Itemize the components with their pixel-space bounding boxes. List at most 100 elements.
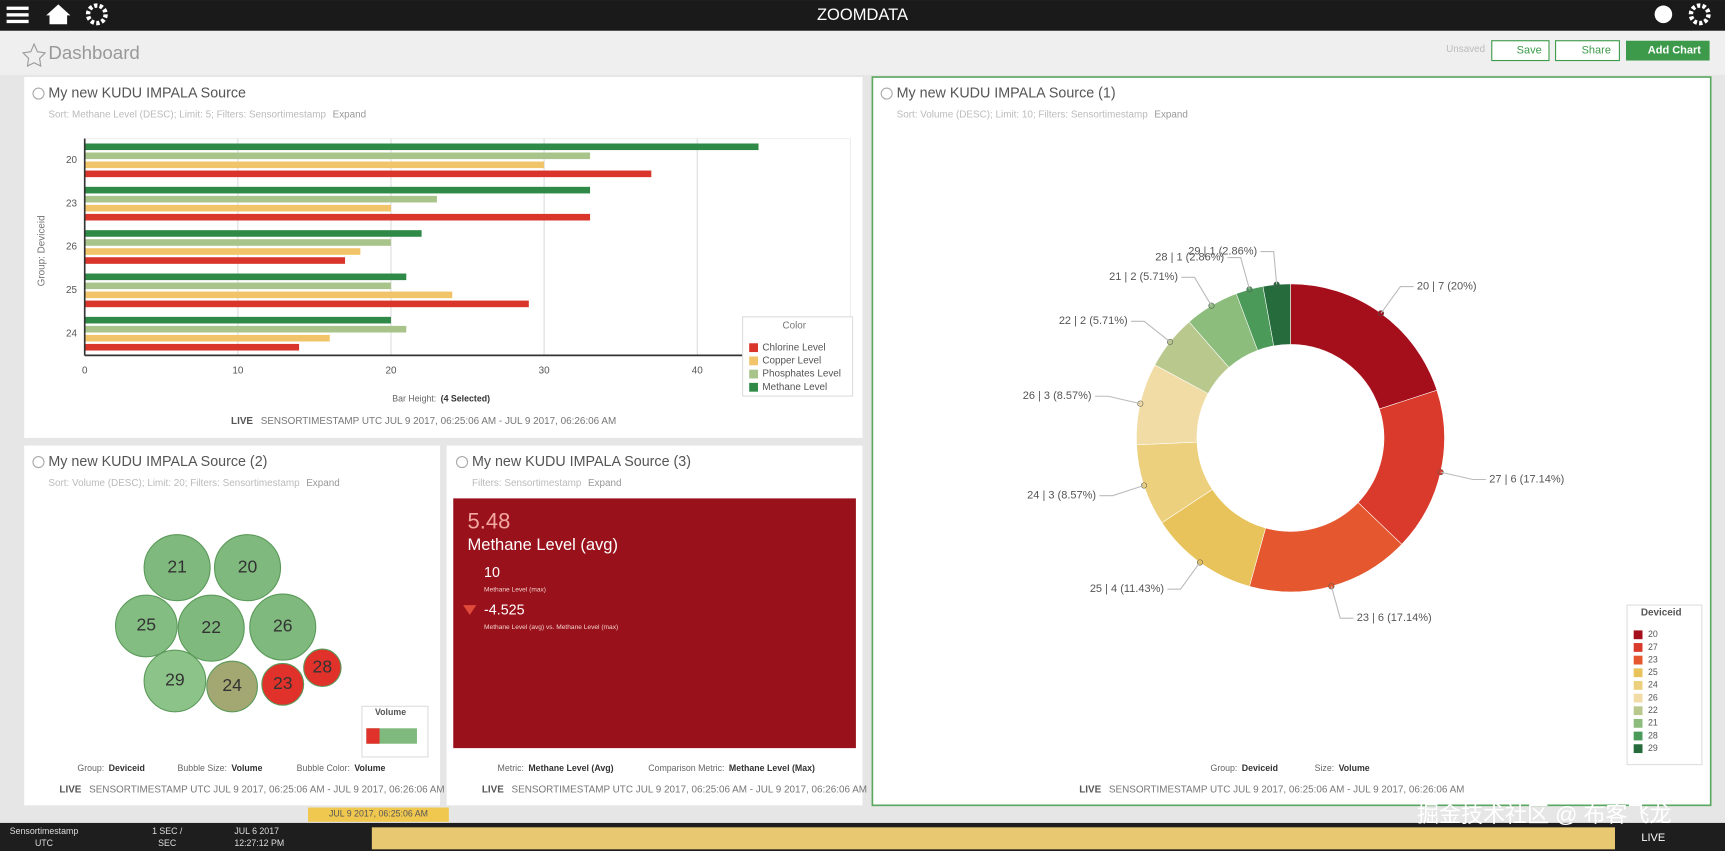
expand-button: Expand [333, 109, 367, 120]
settings-icon[interactable] [1688, 3, 1711, 26]
bar [84, 204, 391, 212]
bubble-label: 29 [165, 670, 185, 690]
chip-label: Group: [1210, 763, 1237, 773]
time-range-label: SENSORTIMESTAMP UTC JUL 9 2017, 06:25:06… [1109, 785, 1464, 796]
share-button[interactable] [1555, 40, 1620, 62]
leader-line [1167, 562, 1201, 590]
metric-chip: Metric: Methane Level (Avg) [498, 763, 614, 773]
bar [84, 334, 330, 342]
slice-label: 25 | 4 (11.43%) [1090, 583, 1164, 595]
x-tick-label: 20 [385, 365, 397, 376]
status: Unsaved [1446, 44, 1485, 55]
legend-swatch [1633, 668, 1643, 678]
cursor-time: JUL 9 2017, 06:25:06 AM [329, 808, 428, 818]
bubble [143, 534, 211, 602]
settings-icon[interactable] [85, 3, 108, 26]
legend-label: 25 [1648, 667, 1658, 677]
panel-subtitle: Sort: Volume (DESC); Limit: 10; Filters:… [897, 109, 1188, 120]
chip-value: Methane Level (Avg) [528, 763, 613, 773]
color-chip: Bubble Color: Volume [297, 763, 386, 773]
legend-gradient [366, 728, 380, 744]
leader-line [1181, 276, 1212, 306]
x-tick-label: 10 [232, 365, 244, 376]
live-label: LIVE [482, 785, 504, 796]
legend-swatch [1633, 681, 1643, 690]
legend-label: 28 [1648, 730, 1658, 740]
add-chart-button[interactable] [1625, 40, 1710, 61]
clock-icon [32, 456, 45, 469]
bar [84, 195, 437, 203]
legend-swatch [1633, 655, 1643, 665]
comparison-chip: Comparison Metric: Methane Level (Max) [648, 763, 815, 773]
panel-title: My new KUDU IMPALA Source [48, 85, 246, 101]
label-dot [1140, 482, 1147, 489]
legend-label: Chlorine Level [762, 342, 825, 353]
chip-value: Volume [1339, 763, 1370, 773]
time-range-label: SENSORTIMESTAMP UTC JUL 9 2017, 06:25:06… [512, 785, 868, 796]
toolbar [0, 30, 1725, 75]
star-icon[interactable] [21, 42, 47, 67]
chip-value: Volume [354, 763, 385, 773]
y-axis-label: Group: Deviceid [36, 215, 47, 286]
help-icon[interactable] [1654, 5, 1673, 24]
save-label[interactable]: Save [1517, 45, 1542, 57]
slice-label: 21 | 2 (5.71%) [1109, 271, 1178, 283]
home-icon[interactable] [46, 4, 71, 25]
y-tick-label: 20 [66, 155, 78, 166]
dashboard-title[interactable]: Dashboard [48, 42, 139, 63]
comparison-label: Methane Level (max) [484, 586, 546, 593]
comparison-value: 10 [484, 565, 500, 581]
legend-swatch [1633, 693, 1643, 703]
kpi-value: 5.48 [468, 508, 511, 533]
slice-label: 22 | 2 (5.71%) [1059, 315, 1128, 327]
size-chip: Size: Volume [1315, 763, 1370, 773]
clock-icon [32, 87, 45, 100]
legend-label: 20 [1648, 629, 1658, 639]
bar [84, 291, 453, 299]
bubble [206, 660, 258, 713]
x-tick-label: 30 [539, 365, 551, 376]
y-tick-label: 26 [66, 242, 78, 253]
legend-label: Phosphates Level [762, 369, 841, 380]
legend-title: Volume [375, 707, 406, 717]
start-time: 12:27:12 PM [234, 838, 284, 848]
share-label[interactable]: Share [1582, 45, 1611, 57]
save-button[interactable] [1491, 40, 1550, 62]
brand: ZOOMDATA [817, 6, 908, 24]
leader-line [1094, 395, 1141, 405]
time-cursor[interactable] [308, 807, 449, 822]
live-label: LIVE [1079, 785, 1101, 796]
leader-line [1260, 251, 1278, 285]
chip-label: Metric: [498, 763, 524, 773]
bar [84, 170, 652, 178]
chip-label: Bar Height: [392, 394, 436, 404]
x-tick-label: 40 [692, 365, 704, 376]
bubble-label: 24 [222, 675, 242, 695]
legend-label: 21 [1648, 718, 1658, 728]
slice-label: 24 | 3 (8.57%) [1027, 490, 1096, 502]
legend-title: Color [782, 320, 806, 331]
add-chart-label[interactable]: Add Chart [1648, 45, 1702, 57]
bar [84, 239, 391, 246]
menu-icon[interactable] [6, 6, 29, 24]
bubble [249, 593, 317, 661]
leader-line [1330, 586, 1354, 619]
kpi-card [453, 498, 856, 749]
slice-label: 28 | 1 (2.86%) [1155, 252, 1224, 264]
bar [84, 300, 529, 308]
time-range-label: SENSORTIMESTAMP UTC JUL 9 2017, 06:25:06… [89, 785, 445, 796]
live-button[interactable]: LIVE [1641, 832, 1665, 844]
bar [84, 325, 407, 333]
size-chip: Bubble Size: Volume [178, 763, 263, 773]
watermark: 掘金技术社区 @ 布客飞龙 [1417, 802, 1672, 827]
time-zone: UTC [35, 838, 54, 848]
bar [84, 230, 422, 237]
subtitle: Sort: Volume (DESC); Limit: 10; Filters:… [897, 109, 1149, 120]
slice-label: 26 | 3 (8.57%) [1023, 390, 1092, 402]
bar [84, 316, 391, 324]
time-range[interactable] [371, 827, 1615, 850]
time-field: Sensortimestamp [10, 826, 79, 836]
chip-label: Group: [77, 763, 104, 773]
legend-swatch [749, 369, 758, 379]
